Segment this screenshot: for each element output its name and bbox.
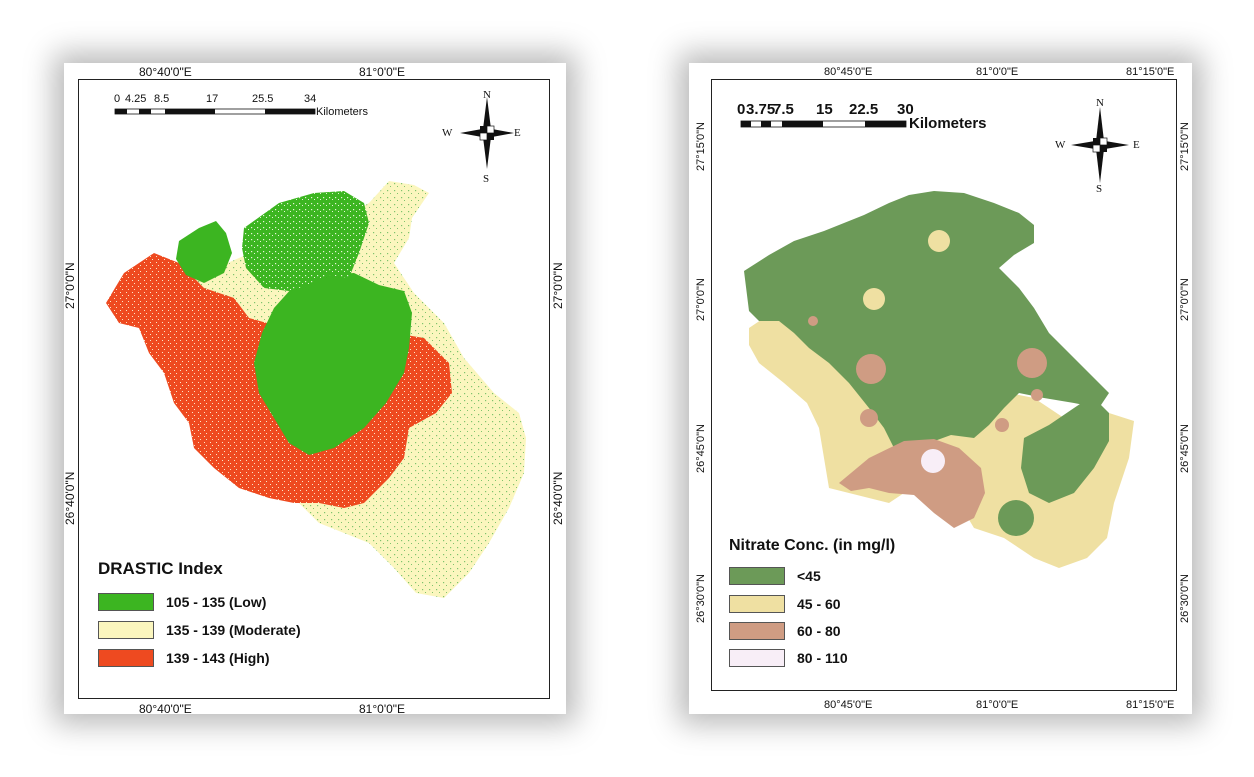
nitrate-zone-60-80-spot	[808, 316, 818, 326]
legend-swatch-moderate	[98, 621, 154, 639]
legend-item: 80 - 110	[729, 649, 848, 667]
scale-unit-label: Kilometers	[909, 115, 987, 132]
nitrate-zone-60-80-spot	[860, 409, 878, 427]
nitrate-zone-lt45	[744, 191, 1109, 453]
bottom-coord-label: 81°0'0"E	[359, 702, 406, 716]
compass-south: S	[1096, 183, 1103, 195]
north-arrow: N S E W	[442, 89, 522, 185]
legend-label: 105 - 135 (Low)	[166, 594, 267, 610]
scale-tick-label: 0	[737, 101, 746, 118]
legend-label: 135 - 139 (Moderate)	[166, 622, 301, 638]
bottom-coord-label: 81°0'0"E	[976, 699, 1019, 711]
nitrate-map-frame	[711, 79, 1177, 691]
nitrate-zone-60-80-spot	[1031, 389, 1043, 401]
legend-label: 139 - 143 (High)	[166, 650, 270, 666]
legend-label: 80 - 110	[797, 650, 848, 666]
legend-item: 60 - 80	[729, 622, 841, 640]
compass-north: N	[1096, 97, 1104, 109]
scale-unit-label: Kilometers	[316, 106, 368, 118]
legend-swatch-60-80	[729, 622, 785, 640]
legend-label: 45 - 60	[797, 596, 841, 612]
low-zone-north	[242, 191, 369, 291]
legend-item: 139 - 143 (High)	[98, 649, 269, 667]
drastic-index-map-panel: 80°40'0"E 81°0'0"E 80°40'0"E 81°0'0"E 27…	[63, 63, 566, 716]
drastic-map-frame	[78, 79, 550, 699]
legend-title: DRASTIC Index	[98, 559, 223, 578]
scale-tick-label: 25.5	[252, 93, 274, 105]
legend-swatch-45-60	[729, 595, 785, 613]
nitrate-map-area	[744, 191, 1134, 568]
scale-tick-label: 22.5	[849, 101, 879, 118]
top-coord-label: 80°40'0"E	[139, 65, 192, 79]
top-coord-label: 80°45'0"E	[824, 66, 873, 78]
nitrate-zone-60-80	[839, 439, 985, 528]
low-zone	[254, 273, 412, 455]
nitrate-zone-45-60-spot	[928, 230, 950, 252]
legend-swatch-80-110	[729, 649, 785, 667]
legend-swatch-low	[98, 593, 154, 611]
legend-item: <45	[729, 567, 821, 585]
compass-west: W	[1055, 139, 1066, 151]
bottom-coord-label: 81°15'0"E	[1126, 699, 1175, 711]
nitrate-zone-60-80-spot	[856, 354, 886, 384]
compass-west: W	[442, 127, 453, 139]
scale-tick-label: 34	[304, 93, 317, 105]
scale-tick-label: 30	[897, 101, 914, 118]
nitrate-zone-60-80-spot	[995, 418, 1009, 432]
compass-rose-icon	[1071, 107, 1129, 183]
top-coord-label: 81°0'0"E	[359, 65, 406, 79]
legend-item: 45 - 60	[729, 595, 841, 613]
scale-bar	[740, 120, 907, 128]
nitrate-zone-45-60-spot	[863, 288, 885, 310]
compass-south: S	[483, 173, 490, 185]
drastic-map-area	[106, 181, 526, 598]
scale-tick-label: 0	[114, 93, 121, 105]
legend-swatch-lt45	[729, 567, 785, 585]
nitrate-zone-lt45-east	[1021, 398, 1109, 503]
legend-swatch-high	[98, 649, 154, 667]
scale-tick-label: 4.25	[125, 93, 147, 105]
legend-label: <45	[797, 568, 821, 584]
bottom-coord-label: 80°45'0"E	[824, 699, 873, 711]
nitrate-zone-80-110	[921, 449, 945, 473]
compass-rose-icon	[460, 97, 514, 169]
top-coord-label: 81°15'0"E	[1126, 66, 1175, 78]
low-zone-west	[176, 221, 232, 283]
scale-tick-label: 7.5	[773, 101, 794, 118]
compass-north: N	[483, 89, 491, 101]
compass-east: E	[514, 127, 521, 139]
scale-tick-label: 3.75	[746, 101, 776, 118]
scale-tick-label: 15	[816, 101, 833, 118]
scale-tick-label: 17	[206, 93, 219, 105]
legend-title: Nitrate Conc. (in mg/l)	[729, 537, 896, 554]
legend-item: 135 - 139 (Moderate)	[98, 621, 301, 639]
legend-item: 105 - 135 (Low)	[98, 593, 266, 611]
legend-label: 60 - 80	[797, 623, 841, 639]
compass-east: E	[1133, 139, 1140, 151]
north-arrow: N S E W	[1055, 97, 1140, 195]
scale-tick-label: 8.5	[154, 93, 170, 105]
nitrate-map-panel: 80°45'0"E 81°0'0"E 81°15'0"E 80°45'0"E 8…	[689, 63, 1192, 714]
nitrate-zone-lt45-spot	[998, 500, 1034, 536]
scale-bar	[114, 108, 316, 115]
bottom-coord-label: 80°40'0"E	[139, 702, 192, 716]
nitrate-zone-60-80-spot	[1017, 348, 1047, 378]
top-coord-label: 81°0'0"E	[976, 66, 1019, 78]
